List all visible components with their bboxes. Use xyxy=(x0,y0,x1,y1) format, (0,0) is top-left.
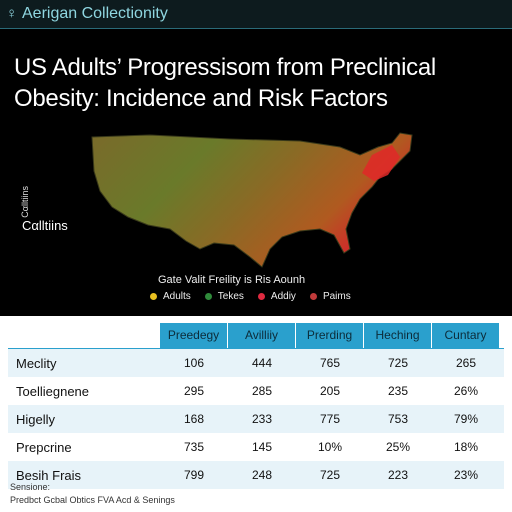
table-row: Prepcrine 735 145 10% 25% 18% xyxy=(8,433,504,461)
table-cell: 725 xyxy=(387,356,409,370)
side-vertical-label: Cαlltiins xyxy=(20,186,30,218)
legend-label: Tekes xyxy=(217,291,244,302)
table-cell: 799 xyxy=(183,468,205,482)
row-label: Prepcrine xyxy=(16,439,72,455)
legend-label: Addiy xyxy=(270,291,296,302)
legend-dot xyxy=(150,293,157,300)
table-cell: 265 xyxy=(455,356,477,370)
table-cell: 285 xyxy=(251,384,273,398)
legend-item: Adults xyxy=(150,291,191,302)
column-header: Cuntary xyxy=(432,323,500,348)
legend: Adults Tekes Addiy Paims xyxy=(150,291,351,302)
legend-label: Paims xyxy=(322,291,351,302)
table-cell: 765 xyxy=(319,356,341,370)
table-cell: 205 xyxy=(319,384,341,398)
row-label: Besih Frais xyxy=(16,467,82,483)
brand-icon: ♀ xyxy=(6,5,18,22)
table-cell: 775 xyxy=(319,412,341,426)
table-cell: 168 xyxy=(183,412,205,426)
legend-dot xyxy=(204,293,212,300)
legend-item: Tekes xyxy=(204,291,244,302)
map-shape xyxy=(91,132,413,268)
table-cell: 145 xyxy=(251,440,273,454)
side-label: Cαlltiins xyxy=(22,218,68,233)
column-header: Prerding xyxy=(296,323,364,348)
table-cell: 233 xyxy=(251,412,273,426)
legend-item: Addiy xyxy=(257,291,296,302)
column-header: Preedegy xyxy=(160,323,228,348)
legend-label: Adults xyxy=(163,291,191,302)
table-cell: 25% xyxy=(385,440,411,454)
legend-dot xyxy=(309,293,317,300)
footer-label: Sensione: xyxy=(10,482,51,492)
row-label: Meclity xyxy=(16,355,57,371)
table-row: Toelliegnene 295 285 205 235 26% xyxy=(8,377,504,405)
table-row: Higelly 168 233 775 753 79% xyxy=(8,405,504,433)
table-cell: 735 xyxy=(183,440,205,454)
table-cell: 23% xyxy=(453,468,479,482)
table-cell: 10% xyxy=(317,440,343,454)
column-header: Heching xyxy=(364,323,432,348)
map-caption: Gate Valit Freility is Ris Aounh xyxy=(158,274,306,286)
table: Preedegy Avilliiy Prerding Heching Cuntary Me… xyxy=(8,323,504,489)
table-cell: 295 xyxy=(183,384,205,398)
table-cell: 18% xyxy=(453,440,479,454)
header-row: Preedegy Avilliiy Prerding Heching Cuntary xyxy=(8,323,504,349)
legend-item: Paims xyxy=(309,291,351,302)
table-cell: 725 xyxy=(319,468,341,482)
us-map xyxy=(91,132,413,268)
legend-dot xyxy=(257,293,265,300)
brand: Aerigan Collectionity xyxy=(22,5,168,22)
table-cell: 223 xyxy=(387,468,409,482)
footer-source: Predbct Gcbal Obtics FVA Acd & Senings xyxy=(10,495,175,505)
table-row: Meclity 106 444 765 725 265 xyxy=(8,349,504,377)
table-cell: 444 xyxy=(251,356,273,370)
title: US Adults’ Progressisom from Preclinical… xyxy=(14,54,436,112)
top-bar: ♀ Aerigan Collectionity xyxy=(0,0,512,29)
map-highlight xyxy=(362,145,400,181)
table-cell: 248 xyxy=(251,468,273,482)
table-cell: 26% xyxy=(453,384,479,398)
table-cell: 753 xyxy=(387,412,409,426)
table-cell: 79% xyxy=(453,412,479,426)
column-header: Avilliiy xyxy=(228,323,296,348)
row-label: Higelly xyxy=(16,411,56,427)
row-label: Toelliegnene xyxy=(16,383,90,399)
table-cell: 106 xyxy=(183,356,205,370)
table-row: Besih Frais 799 248 725 223 23% xyxy=(8,461,504,489)
table-cell: 235 xyxy=(387,384,409,398)
